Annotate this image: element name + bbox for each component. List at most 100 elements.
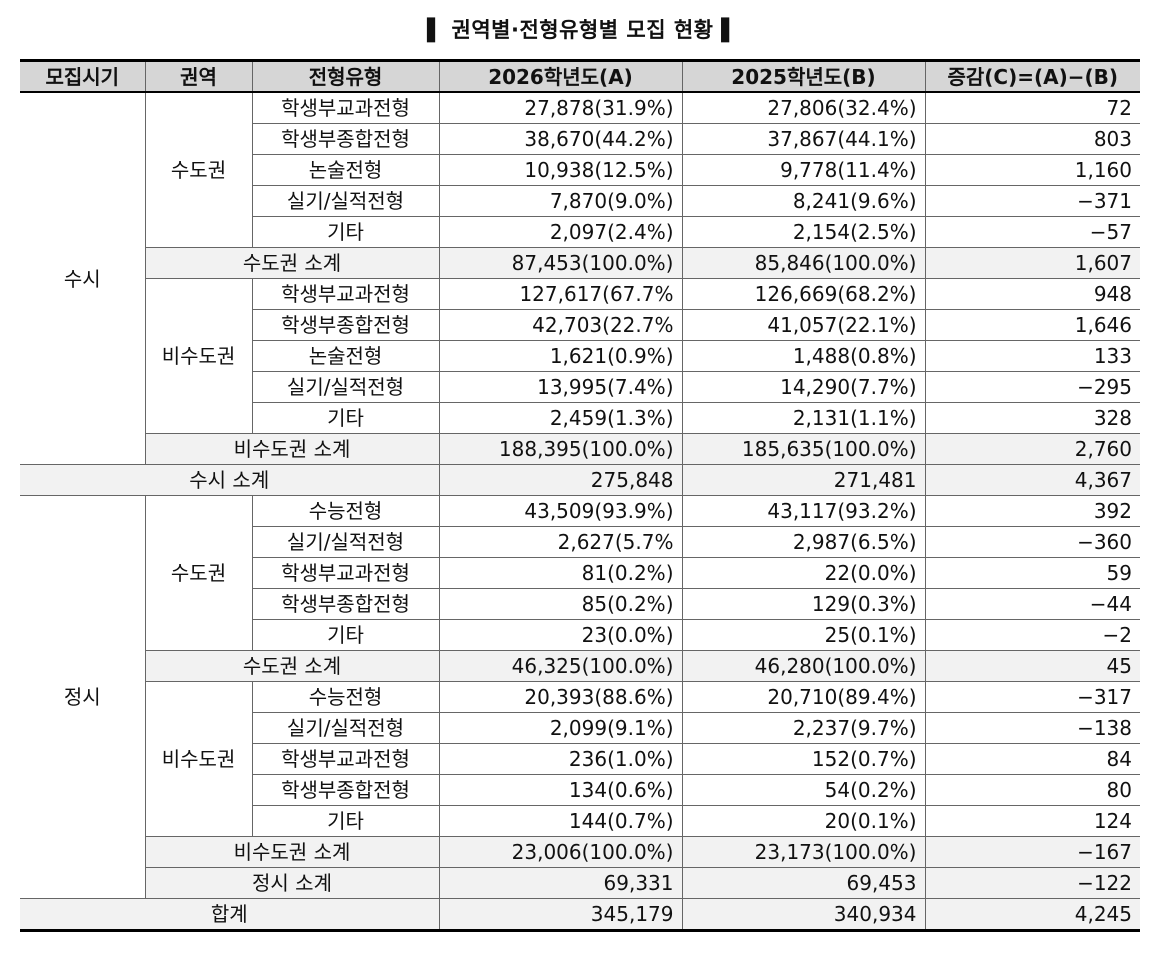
grand-total-row: 합계 345,179 340,934 4,245 xyxy=(20,898,1140,932)
type-cell: 학생부종합전형 xyxy=(252,123,440,155)
table-row: 수시 수도권 학생부교과전형 27,878(31.9%) 27,806(32.4… xyxy=(20,91,1140,465)
type-cell: 논술전형 xyxy=(252,340,440,372)
table-row: 논술전형 1,621(0.9%) 1,488(0.8%) 133 xyxy=(20,340,1140,372)
table-row: 비수도권 학생부교과전형 127,617(67.7% 126,669(68.2%… xyxy=(20,278,1140,434)
subtotal-row: 수도권 소계 46,325(100.0%) 46,280(100.0%) 45 xyxy=(20,650,1140,682)
section-total-label: 수시 소계 xyxy=(20,464,440,496)
value-diff: 84 xyxy=(924,743,1140,775)
value-2026: 345,179 xyxy=(438,898,683,932)
value-2026: 23,006(100.0%) xyxy=(438,836,683,868)
value-diff: −371 xyxy=(924,185,1140,217)
table-row: 비수도권 수능전형 20,393(88.6%) 20,710(89.4%) −3… xyxy=(20,681,1140,837)
header-row: 모집시기 권역 전형유형 2026학년도(A) 2025학년도(B) 증감(C)… xyxy=(20,59,1140,93)
value-2026: 46,325(100.0%) xyxy=(438,650,683,682)
type-cell: 학생부교과전형 xyxy=(252,743,440,775)
value-2025: 37,867(44.1%) xyxy=(681,123,926,155)
value-2025: 8,241(9.6%) xyxy=(681,185,926,217)
value-2025: 152(0.7%) xyxy=(681,743,926,775)
value-2026: 85(0.2%) xyxy=(438,588,683,620)
value-diff: 1,160 xyxy=(924,154,1140,186)
subtotal-row: 비수도권 소계 23,006(100.0%) 23,173(100.0%) −1… xyxy=(20,836,1140,868)
value-2026: 2,097(2.4%) xyxy=(438,216,683,248)
value-diff: 328 xyxy=(924,402,1140,434)
value-2025: 14,290(7.7%) xyxy=(681,371,926,403)
type-cell: 학생부종합전형 xyxy=(252,588,440,620)
period-cell-susi: 수시 xyxy=(20,91,146,465)
value-diff: 948 xyxy=(924,278,1140,310)
region-cell: 비수도권 xyxy=(145,681,253,837)
value-2025: 340,934 xyxy=(681,898,926,932)
value-2026: 236(1.0%) xyxy=(438,743,683,775)
type-cell: 수능전형 xyxy=(251,681,440,713)
type-cell: 기타 xyxy=(252,216,440,248)
value-diff: 1,646 xyxy=(924,309,1140,341)
value-2026: 20,393(88.6%) xyxy=(438,681,683,713)
value-diff: −167 xyxy=(924,836,1140,868)
value-diff: −138 xyxy=(924,712,1140,744)
value-2026: 69,331 xyxy=(438,867,683,899)
section-total-row: 정시 소계 69,331 69,453 −122 xyxy=(20,867,1140,899)
value-diff: 59 xyxy=(924,557,1140,589)
table-row: 실기/실적전형 13,995(7.4%) 14,290(7.7%) −295 xyxy=(20,371,1140,403)
table-row: 논술전형 10,938(12.5%) 9,778(11.4%) 1,160 xyxy=(20,154,1140,186)
type-cell: 학생부교과전형 xyxy=(251,278,440,310)
value-2025: 2,154(2.5%) xyxy=(681,216,926,248)
type-cell: 기타 xyxy=(252,402,440,434)
table-row: 학생부종합전형 85(0.2%) 129(0.3%) −44 xyxy=(20,588,1140,620)
subtotal-label: 수도권 소계 xyxy=(145,650,440,682)
value-diff: 1,607 xyxy=(924,247,1140,279)
type-cell: 학생부종합전형 xyxy=(252,774,440,806)
table-row: 학생부교과전형 81(0.2%) 22(0.0%) 59 xyxy=(20,557,1140,589)
table-row: 기타 2,097(2.4%) 2,154(2.5%) −57 xyxy=(20,216,1140,248)
value-2025: 69,453 xyxy=(681,867,926,899)
value-2026: 7,870(9.0%) xyxy=(438,185,683,217)
value-diff: −295 xyxy=(924,371,1140,403)
value-diff: −57 xyxy=(924,216,1140,248)
type-cell: 수능전형 xyxy=(251,495,440,527)
value-2025: 20(0.1%) xyxy=(681,805,926,837)
value-diff: 4,245 xyxy=(924,898,1140,932)
value-2026: 1,621(0.9%) xyxy=(438,340,683,372)
header-period: 모집시기 xyxy=(20,59,146,93)
table-row: 학생부종합전형 42,703(22.7% 41,057(22.1%) 1,646 xyxy=(20,309,1140,341)
type-cell: 기타 xyxy=(252,619,440,651)
table-row: 학생부교과전형 236(1.0%) 152(0.7%) 84 xyxy=(20,743,1140,775)
table-title: ▌ 권역별·전형유형별 모집 현황 ▌ xyxy=(427,18,738,42)
header-2025: 2025학년도(B) xyxy=(681,59,926,93)
value-2026: 10,938(12.5%) xyxy=(438,154,683,186)
value-2025: 2,237(9.7%) xyxy=(681,712,926,744)
subtotal-label: 비수도권 소계 xyxy=(145,836,440,868)
value-2025: 41,057(22.1%) xyxy=(681,309,926,341)
value-2025: 126,669(68.2%) xyxy=(681,278,926,310)
section-total-label: 정시 소계 xyxy=(145,867,440,899)
value-2026: 144(0.7%) xyxy=(438,805,683,837)
type-cell: 실기/실적전형 xyxy=(252,712,440,744)
table-row: 실기/실적전형 2,099(9.1%) 2,237(9.7%) −138 xyxy=(20,712,1140,744)
period-cell-jeongsi: 정시 xyxy=(20,495,146,899)
value-2026: 13,995(7.4%) xyxy=(438,371,683,403)
value-2026: 188,395(100.0%) xyxy=(438,433,683,465)
header-region: 권역 xyxy=(144,59,253,93)
value-2026: 27,878(31.9%) xyxy=(438,91,683,124)
header-diff: 증감(C)=(A)−(B) xyxy=(924,59,1140,93)
type-cell: 실기/실적전형 xyxy=(252,185,440,217)
value-2025: 54(0.2%) xyxy=(681,774,926,806)
value-2026: 127,617(67.7% xyxy=(438,278,683,310)
value-2025: 129(0.3%) xyxy=(681,588,926,620)
header-2026: 2026학년도(A) xyxy=(438,59,683,93)
subtotal-label: 비수도권 소계 xyxy=(145,433,440,465)
type-cell: 학생부교과전형 xyxy=(251,91,440,124)
value-2025: 2,131(1.1%) xyxy=(681,402,926,434)
section-total-row: 수시 소계 275,848 271,481 4,367 xyxy=(20,464,1140,496)
value-diff: −122 xyxy=(924,867,1140,899)
value-2026: 81(0.2%) xyxy=(438,557,683,589)
value-2026: 42,703(22.7% xyxy=(438,309,683,341)
value-2025: 9,778(11.4%) xyxy=(681,154,926,186)
value-diff: 133 xyxy=(924,340,1140,372)
value-2025: 23,173(100.0%) xyxy=(681,836,926,868)
value-2026: 275,848 xyxy=(438,464,683,496)
type-cell: 기타 xyxy=(252,805,440,837)
value-2025: 27,806(32.4%) xyxy=(681,91,926,124)
value-diff: 80 xyxy=(924,774,1140,806)
value-2026: 23(0.0%) xyxy=(438,619,683,651)
